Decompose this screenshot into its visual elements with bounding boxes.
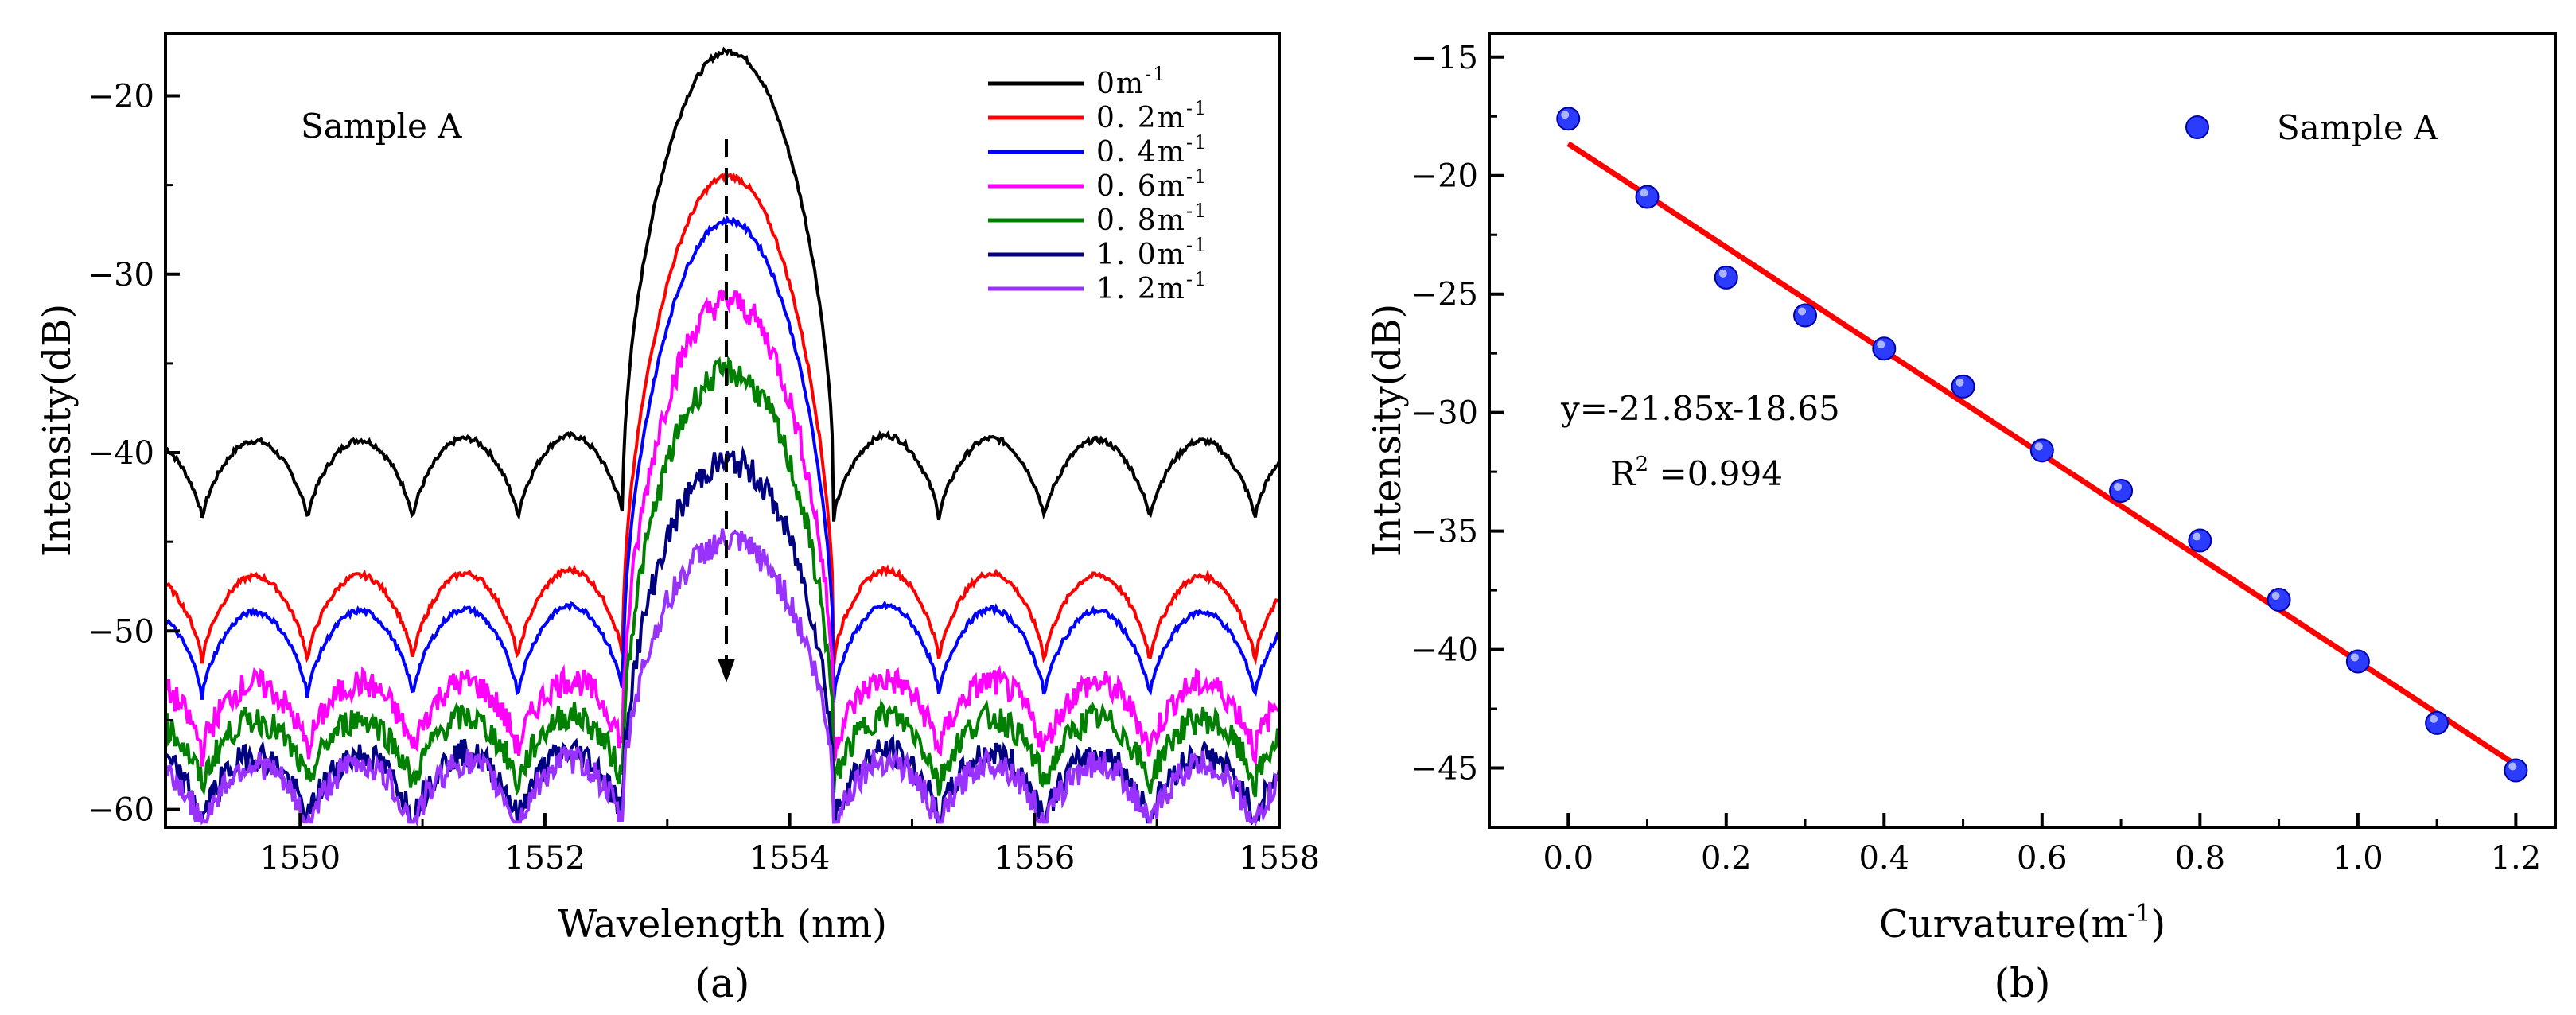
y-tick-label: −30 — [88, 257, 154, 294]
fit-equation: y=-21.85x-18.65 — [1560, 389, 1840, 428]
panel-a-ylabel: Intensity(dB) — [35, 304, 80, 557]
data-point-highlight — [2271, 592, 2280, 601]
data-point-highlight — [1877, 340, 1885, 349]
panel-b-y-ticks: −15 −20 −25 −30 −35 −40 −45 — [1411, 40, 1504, 788]
data-point-highlight — [1561, 111, 1570, 119]
x-tick-label: 1552 — [504, 840, 586, 877]
r-squared-superscript: 2 — [1636, 453, 1649, 476]
r-squared: R2 =0.994 — [1610, 453, 1783, 493]
data-point — [1556, 107, 1581, 131]
data-point-highlight — [2114, 482, 2123, 491]
panel-b-ylabel: Intensity(dB) — [1365, 304, 1410, 557]
series-line-1.2m-1 — [164, 528, 1281, 829]
legend-marker — [2185, 115, 2209, 139]
r-squared-value: =0.994 — [1648, 454, 1783, 493]
data-point — [1793, 303, 1818, 328]
series-line-1.0m-1 — [164, 445, 1281, 826]
panel-a-plot-frame — [164, 32, 1281, 829]
panel-a-x-ticks: 1550 1552 1554 1556 1558 — [259, 813, 1320, 877]
data-point-highlight — [1718, 269, 1727, 278]
x-tick-label: 0.8 — [2175, 840, 2226, 877]
data-point — [2504, 758, 2528, 783]
panel-b-xlabel-main: Curvature(m — [1879, 902, 2127, 947]
legend-label: Sample A — [2277, 108, 2438, 147]
data-point — [2425, 710, 2450, 735]
data-point — [1714, 265, 1738, 290]
data-point-highlight — [2193, 532, 2201, 541]
x-tick-label: 1.2 — [2491, 840, 2542, 877]
legend-label: 0. 4m-1 — [1096, 131, 1208, 169]
y-tick-label: −30 — [1411, 395, 1478, 432]
data-point — [2188, 528, 2212, 553]
panel-b-label: (b) — [1994, 960, 2050, 1006]
data-point-highlight — [2034, 442, 2043, 451]
y-tick-label: −20 — [88, 78, 154, 115]
panel-b-scatter-points — [1556, 107, 2528, 783]
y-tick-label: −60 — [88, 792, 154, 829]
data-point-highlight — [1955, 378, 1964, 387]
panel-a-chart: 1550 1552 1554 1556 1558 −20 −30 −40 −50 −60 Sam… — [35, 32, 1320, 1006]
y-tick-label: −40 — [88, 435, 154, 472]
panel-b-plot-frame — [1488, 32, 2557, 829]
series-line-0.4m-1 — [164, 214, 1280, 702]
data-point — [2029, 438, 2054, 463]
decrease-arrow-head — [718, 659, 735, 682]
x-tick-label: 1556 — [994, 840, 1075, 877]
data-point-highlight — [2430, 714, 2438, 723]
series-line-0m-1 — [164, 46, 1281, 522]
panel-a-annotation: Sample A — [301, 107, 462, 146]
data-point — [1635, 185, 1660, 209]
legend-label: 1. 2m-1 — [1096, 268, 1208, 305]
y-tick-label: −40 — [1411, 632, 1478, 669]
x-tick-label: 0.6 — [2017, 840, 2068, 877]
panel-b-xlabel-superscript: -1 — [2127, 900, 2150, 928]
series-line-0.6m-1 — [164, 288, 1281, 767]
x-tick-label: 1554 — [749, 840, 831, 877]
panel-a-series-lines — [164, 46, 1281, 829]
panel-a-legend: 0m-10. 2m-10. 4m-10. 6m-10. 8m-11. 0m-11… — [988, 63, 1208, 305]
legend-label: 1. 0m-1 — [1096, 234, 1208, 271]
x-tick-label: 0.4 — [1858, 840, 1909, 877]
y-tick-label: −25 — [1411, 277, 1478, 313]
y-tick-label: −50 — [88, 613, 154, 650]
y-tick-label: −45 — [1411, 751, 1478, 788]
x-tick-label: 1558 — [1239, 840, 1320, 877]
y-tick-label: −15 — [1411, 40, 1478, 76]
panel-a-label: (a) — [695, 960, 750, 1006]
legend-label: 0. 8m-1 — [1096, 200, 1208, 237]
x-tick-label: 0.2 — [1701, 840, 1752, 877]
panel-b-x-ticks: 0.0 0.2 0.4 0.6 0.8 1.0 1.2 — [1488, 813, 2542, 877]
series-line-0.8m-1 — [164, 355, 1281, 798]
x-tick-label: 1.0 — [2333, 840, 2383, 877]
data-point-highlight — [2350, 653, 2359, 662]
data-point — [1872, 336, 1897, 361]
data-point-highlight — [1798, 307, 1807, 316]
data-point — [2345, 649, 2370, 674]
data-point — [1951, 374, 1975, 399]
data-point-highlight — [1640, 189, 1648, 197]
r-squared-symbol: R — [1610, 454, 1636, 493]
series-line-0.2m-1 — [164, 171, 1281, 667]
panel-b-legend: Sample A — [2185, 108, 2438, 147]
y-tick-label: −35 — [1411, 514, 1478, 550]
y-tick-label: −20 — [1411, 158, 1478, 195]
panel-b-chart: 0.0 0.2 0.4 0.6 0.8 1.0 1.2 −15 −20 −25 −30 −35 −40… — [1365, 32, 2557, 1006]
panel-b-xlabel: Curvature(m-1) — [1879, 900, 2165, 947]
legend-label: 0m-1 — [1096, 63, 1166, 100]
x-tick-label: 0.0 — [1543, 840, 1593, 877]
panel-a-xlabel: Wavelength (nm) — [558, 902, 887, 947]
legend-label: 0. 2m-1 — [1096, 97, 1208, 134]
legend-label: 0. 6m-1 — [1096, 165, 1208, 203]
x-tick-label: 1550 — [259, 840, 340, 877]
data-point — [2267, 588, 2291, 612]
panel-a-y-ticks: −20 −30 −40 −50 −60 — [88, 78, 180, 829]
data-point-highlight — [2508, 762, 2517, 771]
panel-b-xlabel-close: ) — [2150, 902, 2165, 947]
data-point — [2109, 478, 2134, 503]
